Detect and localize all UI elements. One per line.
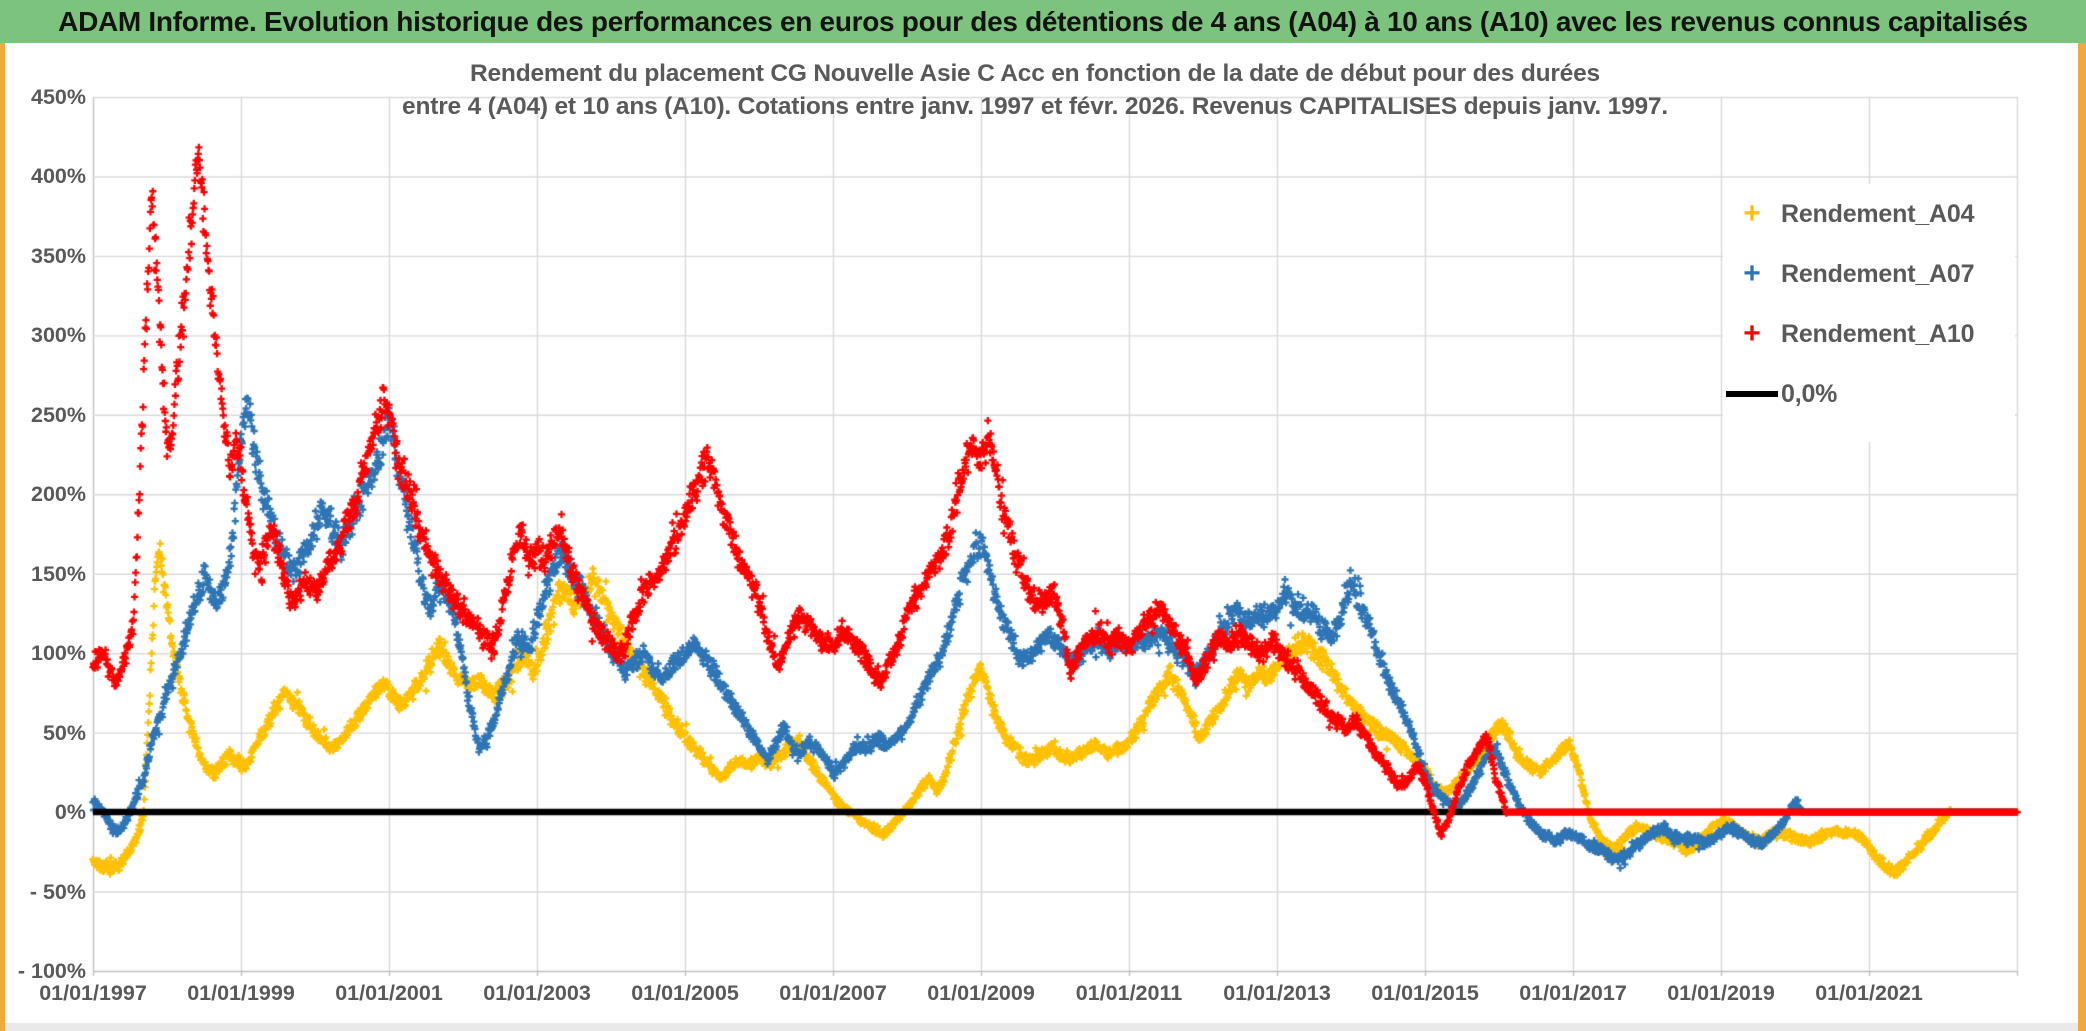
- y-axis-tick-label: - 50%: [29, 879, 86, 904]
- title-banner: ADAM Informe. Evolution historique des p…: [0, 0, 2086, 43]
- x-axis-tick-label: 01/01/2001: [335, 981, 443, 1005]
- legend-item-rendement-a07[interactable]: + Rendement_A07: [1723, 244, 2015, 304]
- bottom-border-strip: [5, 1023, 2078, 1031]
- x-axis-tick-label: 01/01/1997: [39, 981, 147, 1005]
- chart-title-block: Rendement du placement CG Nouvelle Asie …: [80, 57, 1990, 123]
- plus-marker-icon: +: [1743, 257, 1761, 290]
- y-axis-tick-label: 100%: [31, 641, 86, 666]
- y-axis-tick-label: 250%: [31, 402, 86, 427]
- x-axis-tick-label: 01/01/1999: [187, 981, 295, 1005]
- legend-label: Rendement_A04: [1781, 199, 1975, 228]
- y-axis-tick-label: 400%: [31, 164, 86, 189]
- x-axis-tick-label: 01/01/2007: [779, 981, 887, 1005]
- plus-marker-icon: +: [1743, 197, 1761, 230]
- legend-item-rendement-a10[interactable]: + Rendement_A10: [1723, 304, 2015, 364]
- x-axis-tick-label: 01/01/2011: [1075, 981, 1183, 1005]
- x-axis-tick-label: 01/01/2003: [483, 981, 591, 1005]
- right-border-strip: [2078, 43, 2086, 1031]
- x-axis-tick-label: 01/01/2013: [1223, 981, 1331, 1005]
- x-axis-tick-label: 01/01/2005: [631, 981, 739, 1005]
- y-axis-tick-label: 450%: [31, 85, 86, 109]
- y-axis-tick-label: 300%: [31, 323, 86, 348]
- zero-line-swatch-icon: [1726, 391, 1778, 397]
- x-axis-tick-label: 01/01/2021: [1815, 981, 1923, 1005]
- chart-subtitle: entre 4 (A04) et 10 ans (A10). Cotations…: [402, 93, 1668, 120]
- x-axis-tick-label: 01/01/2019: [1667, 981, 1775, 1005]
- x-axis-tick-label: 01/01/2009: [927, 981, 1035, 1005]
- legend: + Rendement_A04 + Rendement_A07 + Rendement_A…: [1723, 184, 2015, 442]
- legend-item-rendement-a04[interactable]: + Rendement_A04: [1723, 184, 2015, 244]
- x-axis-tick-label: 01/01/2017: [1519, 981, 1627, 1005]
- chart-title: Rendement du placement CG Nouvelle Asie …: [470, 60, 1600, 87]
- y-axis-tick-label: 200%: [31, 482, 86, 507]
- y-axis-tick-label: 50%: [42, 720, 86, 745]
- legend-label: 0,0%: [1781, 379, 1838, 408]
- legend-label: Rendement_A07: [1781, 259, 1975, 288]
- legend-item-0-0[interactable]: 0,0%: [1723, 364, 2015, 424]
- y-axis-tick-label: 150%: [31, 561, 86, 586]
- y-axis-tick-label: 350%: [31, 243, 86, 268]
- y-axis-tick-label: - 100%: [17, 959, 86, 983]
- y-axis-tick-label: 0%: [54, 800, 86, 825]
- x-axis-tick-label: 01/01/2015: [1371, 981, 1479, 1005]
- plus-marker-icon: +: [1743, 317, 1761, 350]
- left-border-strip: [0, 43, 5, 1031]
- legend-label: Rendement_A10: [1781, 319, 1975, 348]
